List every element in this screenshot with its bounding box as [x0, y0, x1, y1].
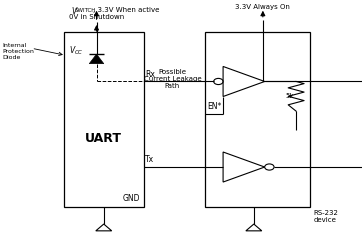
Text: Possible
Current Leakage
Path: Possible Current Leakage Path — [144, 69, 201, 89]
Text: Rx: Rx — [145, 70, 155, 79]
Text: , 3.3V When active: , 3.3V When active — [93, 7, 159, 13]
Text: UART: UART — [85, 132, 122, 145]
Text: Internal
Protection
Diode: Internal Protection Diode — [3, 43, 34, 60]
Polygon shape — [89, 54, 104, 64]
Text: Tx: Tx — [145, 155, 155, 164]
Bar — [64, 32, 143, 207]
Bar — [205, 32, 310, 207]
Text: EN*: EN* — [207, 102, 221, 111]
Text: 5k: 5k — [286, 93, 294, 99]
Text: 3.3V Always On: 3.3V Always On — [236, 4, 290, 10]
Text: 0V in Shutdown: 0V in Shutdown — [69, 14, 124, 20]
Text: $V_{CC}$: $V_{CC}$ — [69, 44, 84, 57]
Text: V: V — [71, 7, 77, 16]
Text: SWITCH: SWITCH — [75, 8, 96, 13]
Text: RS-232
device: RS-232 device — [314, 210, 338, 223]
Text: GND: GND — [122, 194, 140, 203]
